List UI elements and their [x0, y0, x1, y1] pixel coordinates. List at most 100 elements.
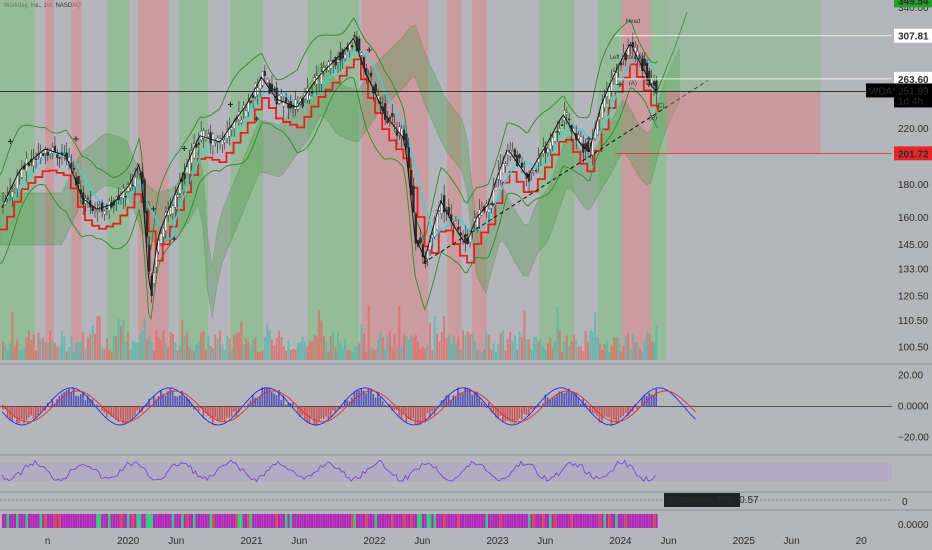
volume-bar	[537, 340, 540, 360]
strip-bar	[636, 514, 639, 528]
volume-bar	[622, 346, 625, 360]
strip-bar	[471, 514, 474, 528]
macd-bar	[204, 406, 207, 414]
strip-bar	[511, 514, 514, 528]
volume-bar	[230, 348, 233, 360]
macd-bar	[58, 396, 61, 407]
macd-bar	[589, 406, 591, 412]
volume-bar	[424, 348, 427, 360]
macd-bar	[20, 406, 23, 420]
strip-bar	[612, 514, 616, 528]
volume-bar	[244, 338, 247, 360]
volume-bar	[605, 340, 608, 360]
volume-bar	[551, 348, 554, 360]
macd-bar	[421, 406, 424, 423]
strip-bar	[183, 514, 186, 528]
volume-bar	[589, 330, 592, 360]
macd-bar	[16, 406, 18, 424]
candle-body	[624, 53, 627, 61]
volume-bar	[426, 344, 429, 360]
pattern-annotation: (B)	[649, 115, 657, 121]
strip-bar	[372, 514, 375, 528]
macd-bar	[528, 406, 530, 416]
volume-bar	[145, 339, 148, 360]
macd-bar	[374, 397, 377, 407]
volume-bar	[565, 335, 568, 360]
candle-body	[643, 59, 646, 66]
volume-bar	[2, 341, 5, 360]
macd-bar	[268, 387, 271, 407]
macd-bar	[278, 390, 280, 407]
macd-bar	[358, 390, 360, 407]
macd-bar	[233, 406, 235, 412]
candle-body	[133, 177, 137, 187]
volume-bar	[544, 349, 547, 360]
candle-body	[185, 166, 189, 174]
strip-bar	[395, 514, 399, 528]
volume-bar	[631, 333, 634, 360]
strip-bar	[428, 514, 432, 528]
volume-bar	[582, 351, 585, 360]
strip-bar	[447, 514, 451, 528]
macd-bar	[197, 406, 200, 411]
candle-body	[492, 185, 495, 205]
macd-bar	[565, 391, 568, 407]
strip-bar	[296, 514, 300, 528]
candle-body	[207, 134, 210, 137]
candle-body	[325, 66, 328, 68]
strip-bar	[315, 514, 318, 528]
candle-body	[421, 244, 425, 258]
volume-bar	[334, 346, 337, 360]
volume-bar	[530, 348, 533, 360]
macd-bar	[620, 406, 622, 418]
candle-body	[214, 141, 217, 143]
macd-bar	[426, 406, 429, 413]
band-12	[597, 0, 622, 360]
macd-bar	[495, 406, 497, 418]
volume-bar	[624, 335, 627, 360]
candle-body	[579, 136, 583, 143]
strip-bar	[63, 514, 66, 528]
time-tick-label: 2025	[733, 536, 756, 547]
volume-bar	[299, 341, 302, 360]
volume-bar	[35, 350, 38, 360]
strip-bar	[643, 514, 646, 528]
strip-bar	[119, 514, 123, 528]
volume-bar	[419, 348, 422, 360]
macd-bar	[655, 388, 658, 407]
macd-bar	[506, 406, 509, 422]
volume-bar	[558, 330, 561, 360]
strip-bar	[546, 514, 550, 528]
macd-bar	[554, 396, 556, 407]
volume-bar	[638, 348, 641, 360]
volume-bar	[535, 336, 538, 360]
time-tick-label: 2021	[240, 536, 263, 547]
volume-bar	[117, 319, 120, 360]
strip-bar	[478, 514, 481, 528]
volume-bar	[653, 341, 656, 360]
strip-bar	[46, 514, 50, 528]
strip-bar	[150, 514, 153, 528]
volume-bar	[214, 334, 217, 360]
strip-bar	[608, 514, 611, 528]
volume-bar	[523, 310, 526, 360]
candle-body	[169, 207, 172, 215]
macd-bar	[219, 406, 221, 422]
band-14	[650, 0, 667, 360]
strip-bar	[6, 514, 9, 528]
strip-bar	[563, 514, 566, 528]
volume-bar	[513, 335, 516, 360]
strip-bar	[68, 514, 71, 528]
time-tick-label: Jun	[784, 536, 800, 547]
volume-bar	[171, 333, 174, 360]
volume-bar	[509, 331, 512, 360]
strip-bar	[56, 514, 59, 528]
macd-bar	[490, 406, 492, 412]
volume-bar	[447, 334, 450, 360]
macd-bar	[598, 406, 601, 423]
strip-bar	[237, 514, 241, 528]
strip-bar	[39, 514, 42, 528]
macd-bar	[292, 402, 294, 407]
volume-bar	[101, 346, 104, 360]
